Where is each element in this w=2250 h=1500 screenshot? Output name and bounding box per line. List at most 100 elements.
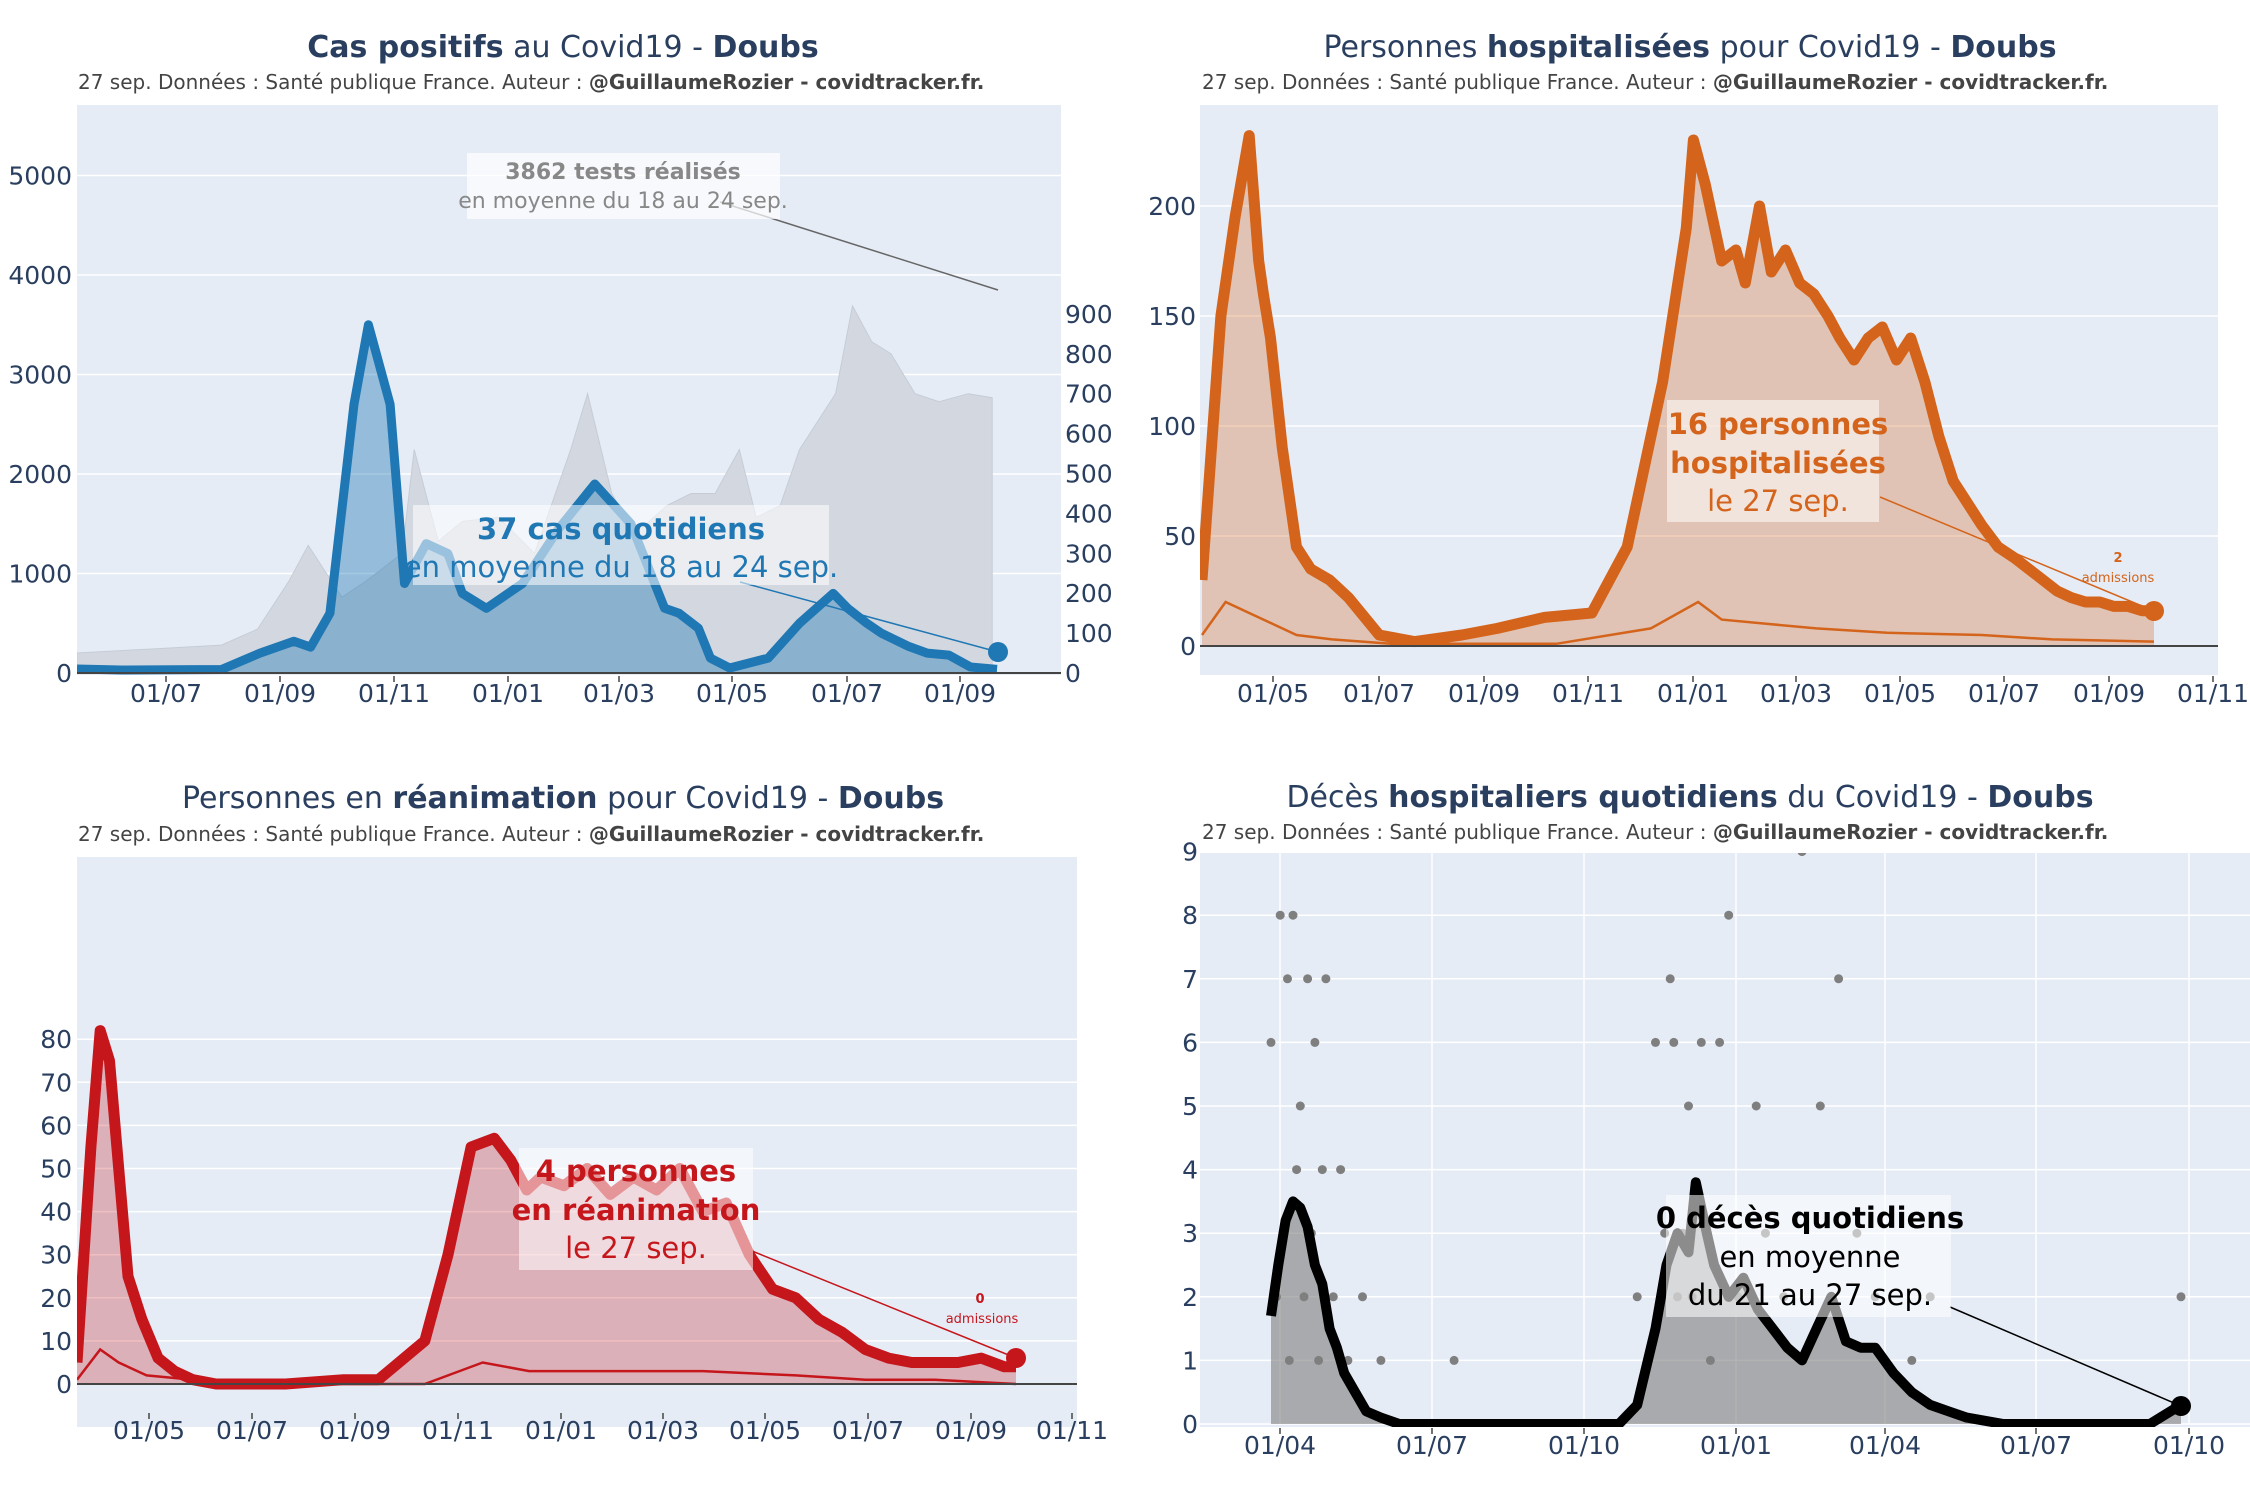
daily-death-point bbox=[1684, 1101, 1693, 1111]
y-tick-label: 800 bbox=[1065, 340, 1113, 369]
y-tick-label: 40 bbox=[40, 1198, 72, 1227]
x-tick-label: 01/07 bbox=[1968, 679, 2040, 708]
y-tick-label: 3000 bbox=[8, 361, 72, 390]
tests-annotation-line1: 3862 tests réalisés bbox=[505, 160, 741, 185]
x-tick-label: 01/05 bbox=[696, 679, 768, 708]
annotation-line3: du 21 au 27 sep. bbox=[1688, 1278, 1932, 1312]
y-tick-label: 150 bbox=[1148, 302, 1196, 331]
daily-death-point bbox=[1651, 1037, 1660, 1047]
daily-death-point bbox=[1328, 1292, 1338, 1302]
y-tick-label: 0 bbox=[56, 659, 72, 688]
annotation-box bbox=[519, 1148, 753, 1270]
x-ticks: 01/07 01/09 01/11 01/01 01/03 01/05 01/07 01/09 bbox=[130, 676, 996, 708]
chart-subtitle: 27 sep. Données : Santé publique France.… bbox=[78, 822, 984, 846]
chart-hospitalisations: Personnes hospitalisées pour Covid19 - D… bbox=[1148, 30, 2249, 708]
chart-title: Personnes en réanimation pour Covid19 - … bbox=[182, 781, 944, 816]
y-tick-label: 20 bbox=[40, 1284, 72, 1313]
daily-death-point bbox=[1314, 1355, 1324, 1365]
admissions-line bbox=[77, 1347, 1017, 1386]
cases-line bbox=[77, 320, 998, 675]
chart-cas-positifs: Cas positifs au Covid19 - Doubs 27 sep. … bbox=[8, 30, 1112, 708]
plot-area bbox=[77, 857, 1077, 1427]
hosp-area bbox=[1202, 135, 2154, 646]
x-tick-label: 01/09 bbox=[1448, 679, 1520, 708]
y-tick-label: 3 bbox=[1182, 1219, 1198, 1248]
tests-annotation-line2: en moyenne du 18 au 24 sep. bbox=[458, 189, 788, 214]
daily-death-point bbox=[1317, 1165, 1327, 1175]
x-tick-label: 01/10 bbox=[1548, 1431, 1620, 1460]
tests-annotation-box bbox=[467, 153, 780, 219]
chart-title: Personnes hospitalisées pour Covid19 - D… bbox=[1323, 30, 2056, 65]
annotation-line1: 0 décès quotidiens bbox=[1656, 1201, 1964, 1235]
annotation-line1: 4 personnes bbox=[536, 1154, 736, 1188]
x-tick-label: 01/07 bbox=[1343, 679, 1415, 708]
daily-death-point bbox=[1284, 1355, 1294, 1365]
daily-death-point bbox=[1907, 1355, 1917, 1365]
daily-death-point bbox=[1310, 1037, 1320, 1047]
x-tick-label: 01/11 bbox=[2177, 679, 2249, 708]
x-tick-label: 01/10 bbox=[2153, 1431, 2225, 1460]
x-tick-label: 01/05 bbox=[1237, 679, 1309, 708]
y-tick-label: 0 bbox=[1065, 659, 1081, 688]
chart-reanimation: Personnes en réanimation pour Covid19 - … bbox=[40, 781, 1108, 1445]
x-ticks: 01/05 01/07 01/09 01/11 01/01 01/03 01/05 01/07… bbox=[1237, 676, 2249, 708]
x-ticks: 01/05 01/07 01/09 01/11 01/01 01/03 01/05 01/07… bbox=[113, 1413, 1108, 1445]
admissions-value: 0 bbox=[975, 1292, 984, 1307]
daily-death-point bbox=[1376, 1355, 1386, 1365]
y-tick-label: 700 bbox=[1065, 380, 1113, 409]
daily-death-point bbox=[1632, 1292, 1642, 1302]
chart-deces: Décès hospitaliers quotidiens du Covid19… bbox=[1182, 780, 2250, 1460]
y-tick-label: 200 bbox=[1148, 192, 1196, 221]
y-tick-label: 70 bbox=[40, 1068, 72, 1097]
y-tick-label: 6 bbox=[1182, 1028, 1198, 1057]
annotation-line1: 37 cas quotidiens bbox=[477, 512, 765, 546]
admissions-label: admissions bbox=[2082, 571, 2155, 586]
y-tick-label: 5000 bbox=[8, 162, 72, 191]
annotation-box bbox=[1666, 1195, 1951, 1317]
y-tick-label: 2 bbox=[1182, 1283, 1198, 1312]
daily-death-point bbox=[1299, 1292, 1309, 1302]
y-tick-label: 100 bbox=[1065, 619, 1113, 648]
y-ticks: 0 1000 2000 3000 4000 5000 bbox=[8, 162, 72, 689]
y-tick-label: 0 bbox=[1180, 632, 1196, 661]
daily-death-point bbox=[1321, 974, 1331, 984]
daily-death-point bbox=[1283, 974, 1292, 984]
annotation-arrow bbox=[739, 581, 999, 653]
daily-death-point bbox=[1696, 1037, 1706, 1047]
daily-death-point bbox=[1705, 1355, 1715, 1365]
daily-death-point bbox=[2176, 1292, 2186, 1302]
daily-death-point bbox=[1275, 910, 1285, 920]
annotation-line2: en moyenne du 18 au 24 sep. bbox=[404, 550, 838, 584]
y-tick-label: 0 bbox=[56, 1370, 72, 1399]
x-tick-label: 01/03 bbox=[627, 1416, 699, 1445]
daily-death-point bbox=[1449, 1355, 1459, 1365]
annotation-arrow bbox=[1879, 496, 2155, 612]
y-tick-label: 1 bbox=[1182, 1346, 1198, 1375]
y-tick-label: 900 bbox=[1065, 300, 1113, 329]
y-tick-label: 5 bbox=[1182, 1092, 1198, 1121]
y-tick-label: 600 bbox=[1065, 420, 1113, 449]
x-tick-label: 01/03 bbox=[583, 679, 655, 708]
y-tick-label: 1000 bbox=[8, 560, 72, 589]
y-tick-label: 8 bbox=[1182, 901, 1198, 930]
y-tick-label: 80 bbox=[40, 1025, 72, 1054]
y-tick-label: 50 bbox=[40, 1155, 72, 1184]
x-tick-label: 01/11 bbox=[358, 679, 430, 708]
daily-death-point bbox=[1288, 910, 1298, 920]
y2-ticks: 0 100 200 300 400 500 600 700 800 900 bbox=[1065, 300, 1113, 688]
daily-death-point bbox=[1292, 1165, 1302, 1175]
y-tick-label: 100 bbox=[1148, 412, 1196, 441]
y-tick-label: 500 bbox=[1065, 460, 1113, 489]
y-tick-label: 10 bbox=[40, 1327, 72, 1356]
chart-subtitle: 27 sep. Données : Santé publique France.… bbox=[1202, 820, 2108, 844]
x-tick-label: 01/07 bbox=[2000, 1431, 2072, 1460]
y-tick-label: 2000 bbox=[8, 460, 72, 489]
x-tick-label: 01/07 bbox=[1396, 1431, 1468, 1460]
y-tick-label: 7 bbox=[1182, 965, 1198, 994]
x-tick-label: 01/07 bbox=[832, 1416, 904, 1445]
annotation-line3: le 27 sep. bbox=[1707, 484, 1849, 518]
daily-death-point bbox=[1834, 974, 1844, 984]
x-tick-label: 01/11 bbox=[1036, 1416, 1108, 1445]
annotation-line2: hospitalisées bbox=[1670, 446, 1886, 480]
